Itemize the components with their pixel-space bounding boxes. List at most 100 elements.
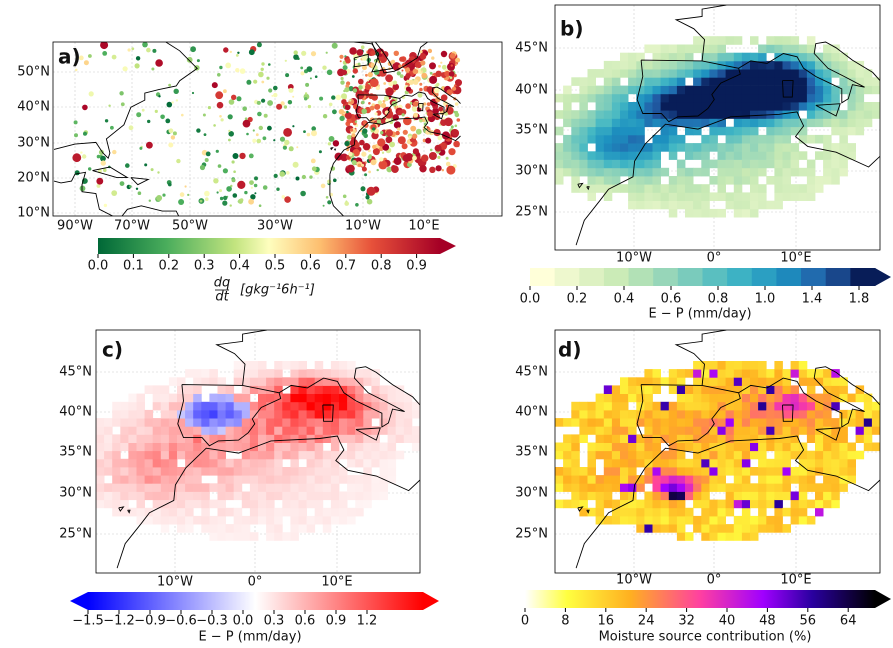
- field-cell: [717, 167, 726, 177]
- field-cell: [587, 450, 596, 460]
- coastline: [636, 384, 741, 447]
- field-cell: [209, 483, 218, 492]
- field-cell: [823, 409, 832, 419]
- moisture-point: [370, 159, 377, 166]
- field-cell: [339, 369, 348, 378]
- field-cell: [144, 426, 154, 435]
- field-cell: [644, 409, 653, 419]
- field-cell: [209, 442, 218, 452]
- moisture-point: [383, 95, 389, 102]
- field-cell: [774, 475, 783, 484]
- field-cell: [290, 515, 299, 525]
- field-cell: [355, 507, 364, 517]
- field-cell: [709, 69, 718, 78]
- field-cell: [209, 393, 218, 403]
- field-cell: [152, 426, 162, 435]
- field-cell: [790, 192, 800, 201]
- field-cell: [306, 515, 316, 525]
- field-cell: [595, 450, 605, 460]
- field-cell: [733, 118, 743, 128]
- field-cell: [563, 483, 572, 492]
- field-cell: [676, 483, 686, 492]
- field-cell: [685, 409, 694, 419]
- field-cell: [201, 418, 210, 427]
- field-cell: [839, 85, 848, 95]
- field-cell: [249, 467, 259, 476]
- field-cell: [411, 442, 420, 452]
- field-cell: [806, 450, 816, 460]
- field-cell: [314, 458, 324, 468]
- field-cell: [579, 418, 588, 427]
- field-cell: [217, 377, 226, 386]
- field-cell: [611, 159, 621, 169]
- moisture-point: [303, 130, 306, 134]
- field-cell: [676, 393, 686, 403]
- moisture-point: [426, 86, 434, 93]
- moisture-point: [357, 163, 362, 167]
- moisture-point: [360, 186, 366, 192]
- moisture-point: [220, 118, 224, 122]
- moisture-point: [322, 204, 325, 207]
- moisture-point: [293, 54, 299, 60]
- colorbar-tick-label: 32: [678, 614, 695, 629]
- moisture-point: [425, 137, 432, 144]
- field-cell: [676, 192, 686, 201]
- moisture-point: [363, 123, 369, 128]
- field-cell: [741, 102, 751, 111]
- field-cell: [233, 393, 243, 403]
- field-cell: [266, 450, 275, 460]
- field-cell: [330, 491, 340, 501]
- field-cell: [611, 442, 621, 452]
- moisture-point: [383, 82, 387, 85]
- field-cell: [363, 434, 372, 443]
- field-cell: [160, 524, 170, 533]
- field-cell: [668, 143, 678, 152]
- field-cell: [676, 167, 686, 177]
- field-cell: [339, 418, 348, 427]
- field-cell: [96, 467, 105, 476]
- field-cell: [555, 110, 564, 119]
- field-cell: [685, 184, 694, 193]
- field-cell: [701, 192, 710, 201]
- field-cell: [620, 491, 629, 501]
- moisture-point: [246, 132, 249, 136]
- moisture-point: [391, 59, 395, 64]
- field-cell: [160, 442, 170, 452]
- field-cell: [733, 458, 743, 468]
- field-cell: [136, 458, 145, 468]
- field-cell: [709, 532, 718, 541]
- field-cell: [644, 450, 653, 460]
- moisture-point: [419, 82, 423, 86]
- field-cell: [815, 377, 824, 386]
- moisture-point: [228, 138, 231, 142]
- field-cell: [758, 85, 767, 95]
- field-cell: [676, 118, 686, 128]
- field-cell: [701, 450, 710, 460]
- field-cell: [782, 151, 791, 160]
- field-cell: [379, 426, 388, 435]
- field-cell: [750, 184, 759, 193]
- field-cell: [774, 409, 783, 419]
- field-cell: [725, 467, 735, 476]
- field-cell: [660, 126, 670, 136]
- field-cell: [217, 401, 226, 411]
- field-cell: [717, 426, 726, 435]
- field-cell: [209, 467, 218, 476]
- field-cell: [668, 151, 678, 160]
- field-cell: [339, 377, 348, 386]
- field-cell: [831, 483, 840, 492]
- field-cell: [571, 134, 580, 144]
- field-cell: [766, 426, 775, 435]
- field-cell: [652, 467, 661, 476]
- moisture-point: [373, 69, 380, 75]
- field-cell: [806, 499, 816, 509]
- field-cell: [314, 385, 324, 394]
- field-cell: [823, 491, 832, 501]
- field-cell: [693, 450, 702, 460]
- field-cell: [339, 361, 348, 370]
- field-cell: [201, 483, 210, 492]
- moisture-point: [72, 153, 82, 163]
- field-cell: [258, 377, 267, 386]
- field-cell: [806, 434, 816, 443]
- field-cell: [774, 401, 783, 411]
